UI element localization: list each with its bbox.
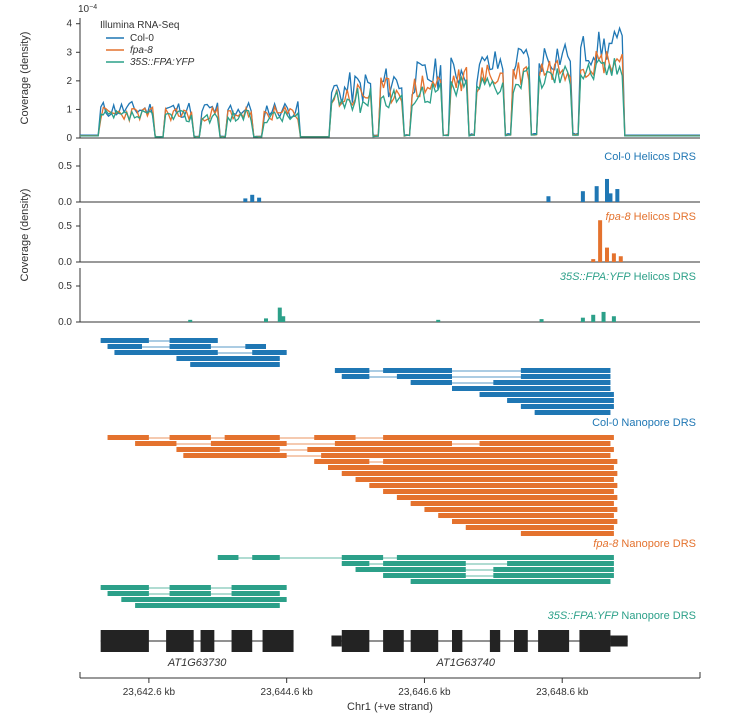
svg-text:0.0: 0.0: [58, 197, 72, 208]
svg-text:35S::FPA:YFP: 35S::FPA:YFP: [130, 57, 195, 68]
svg-text:Col-0: Col-0: [130, 33, 154, 44]
svg-text:0.0: 0.0: [58, 317, 72, 328]
svg-text:4: 4: [66, 19, 72, 30]
svg-text:10−4: 10−4: [78, 4, 97, 16]
svg-text:3: 3: [66, 47, 72, 58]
svg-text:1: 1: [66, 104, 72, 115]
svg-text:23,648.6 kb: 23,648.6 kb: [536, 687, 589, 698]
svg-text:fpa-8 Nanopore DRS: fpa-8 Nanopore DRS: [593, 538, 696, 550]
genome-browser-figure: 0 1 2 3 4 10−4 Coverage (density) Illumina RNA-…: [0, 0, 737, 717]
svg-text:35S::FPA:YFP Helicos DRS: 35S::FPA:YFP Helicos DRS: [560, 271, 696, 283]
svg-text:0.0: 0.0: [58, 257, 72, 268]
svg-text:2: 2: [66, 76, 72, 87]
svg-text:Col-0 Helicos DRS: Col-0 Helicos DRS: [604, 151, 696, 163]
svg-text:23,644.6 kb: 23,644.6 kb: [261, 687, 314, 698]
svg-text:Illumina RNA-Seq: Illumina RNA-Seq: [100, 20, 179, 31]
svg-text:fpa-8 Helicos DRS: fpa-8 Helicos DRS: [606, 211, 696, 223]
svg-text:Coverage (density): Coverage (density): [19, 32, 31, 125]
svg-text:0.5: 0.5: [58, 281, 72, 292]
svg-text:AT1G63740: AT1G63740: [436, 657, 496, 669]
svg-text:0.5: 0.5: [58, 161, 72, 172]
svg-text:23,646.6 kb: 23,646.6 kb: [398, 687, 451, 698]
svg-text:fpa-8: fpa-8: [130, 45, 153, 56]
svg-text:23,642.6 kb: 23,642.6 kb: [123, 687, 176, 698]
svg-text:Coverage (density): Coverage (density): [19, 189, 31, 282]
svg-text:0: 0: [66, 133, 72, 144]
svg-text:0.5: 0.5: [58, 221, 72, 232]
svg-text:AT1G63730: AT1G63730: [167, 657, 227, 669]
svg-text:35S::FPA:YFP Nanopore DRS: 35S::FPA:YFP Nanopore DRS: [548, 610, 696, 622]
svg-text:Col-0 Nanopore DRS: Col-0 Nanopore DRS: [592, 417, 696, 429]
svg-text:Chr1 (+ve strand): Chr1 (+ve strand): [347, 701, 433, 713]
